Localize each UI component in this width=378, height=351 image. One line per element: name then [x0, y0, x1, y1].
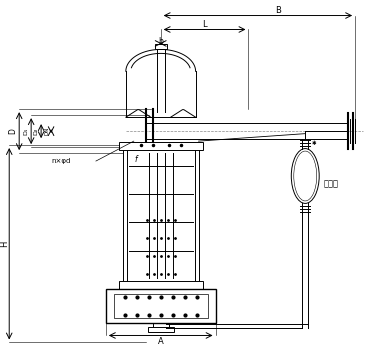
- Text: B: B: [275, 6, 281, 15]
- Text: H: H: [0, 240, 9, 247]
- Text: f: f: [135, 154, 137, 164]
- Bar: [106, 289, 215, 323]
- Text: D₂: D₂: [34, 127, 39, 135]
- Text: ✱: ✱: [312, 141, 316, 146]
- Text: D₁: D₁: [24, 127, 29, 135]
- Text: n×φd: n×φd: [51, 158, 70, 164]
- Bar: [155, 45, 167, 49]
- Bar: [148, 326, 174, 332]
- Bar: [119, 142, 203, 150]
- Bar: [123, 145, 198, 286]
- Text: DN: DN: [45, 127, 50, 135]
- Text: L: L: [202, 20, 207, 29]
- Text: b: b: [158, 37, 163, 46]
- Bar: [114, 293, 208, 318]
- Text: A: A: [158, 337, 164, 346]
- Text: 冷凝器: 冷凝器: [323, 179, 338, 188]
- Text: D: D: [9, 128, 18, 134]
- Bar: [119, 281, 203, 289]
